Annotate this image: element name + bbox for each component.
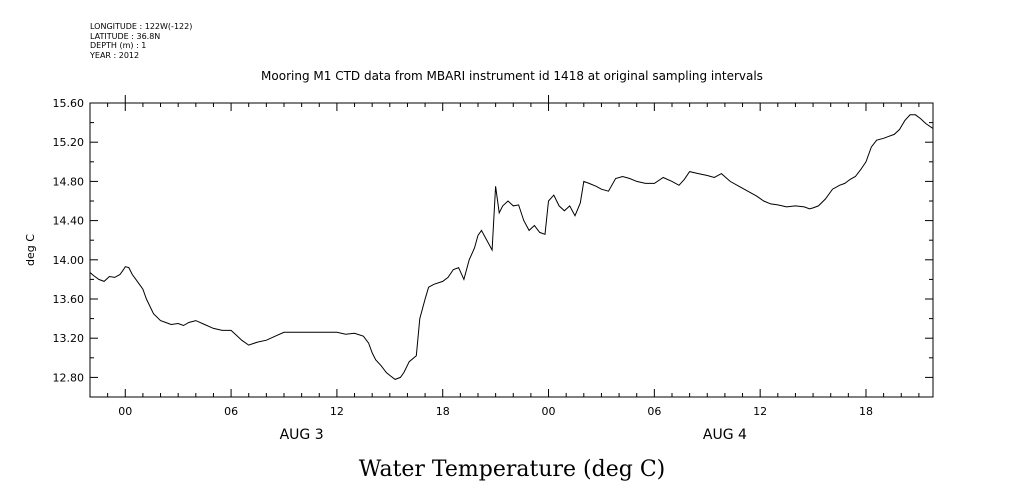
x-axis: 00 06 12 18 00 06 12 18 <box>107 95 920 418</box>
x-tick-label: 06 <box>224 405 238 418</box>
metadata-block: LONGITUDE : 122W(-122) LATITUDE : 36.8N … <box>90 22 192 60</box>
x-tick-label: 18 <box>859 405 873 418</box>
y-tick-label: 14.40 <box>53 215 85 228</box>
day-label: AUG 4 <box>703 427 747 443</box>
y-axis: 12.80 13.20 13.60 14.00 14.40 14.80 15.20 15.60 <box>53 97 933 398</box>
y-axis-label: deg C <box>24 234 37 266</box>
y-tick-label: 13.20 <box>53 332 85 345</box>
year-label: YEAR : 2012 <box>90 50 140 60</box>
series-line <box>89 114 934 380</box>
x-tick-label: 00 <box>542 405 556 418</box>
y-tick-label: 13.60 <box>53 293 85 306</box>
x-tick-label: 12 <box>330 405 344 418</box>
latitude-label: LATITUDE : 36.8N <box>90 31 161 41</box>
x-tick-label: 12 <box>753 405 767 418</box>
plot-frame <box>89 102 934 398</box>
y-tick-label: 14.80 <box>53 175 85 188</box>
day-label: AUG 3 <box>280 427 324 443</box>
y-tick-label: 15.20 <box>53 136 85 149</box>
x-tick-label: 00 <box>118 405 132 418</box>
day-labels: AUG 3 AUG 4 <box>280 427 747 443</box>
y-tick-label: 15.60 <box>53 97 85 110</box>
y-tick-label: 14.00 <box>53 254 85 267</box>
x-tick-label: 18 <box>436 405 450 418</box>
longitude-label: LONGITUDE : 122W(-122) <box>90 22 193 31</box>
x-tick-label: 06 <box>647 405 661 418</box>
chart-title: Mooring M1 CTD data from MBARI instrumen… <box>261 69 763 83</box>
depth-label: DEPTH (m) : 1 <box>90 41 147 50</box>
chart-caption: Water Temperature (deg C) <box>359 457 666 482</box>
y-tick-label: 12.80 <box>53 371 85 384</box>
